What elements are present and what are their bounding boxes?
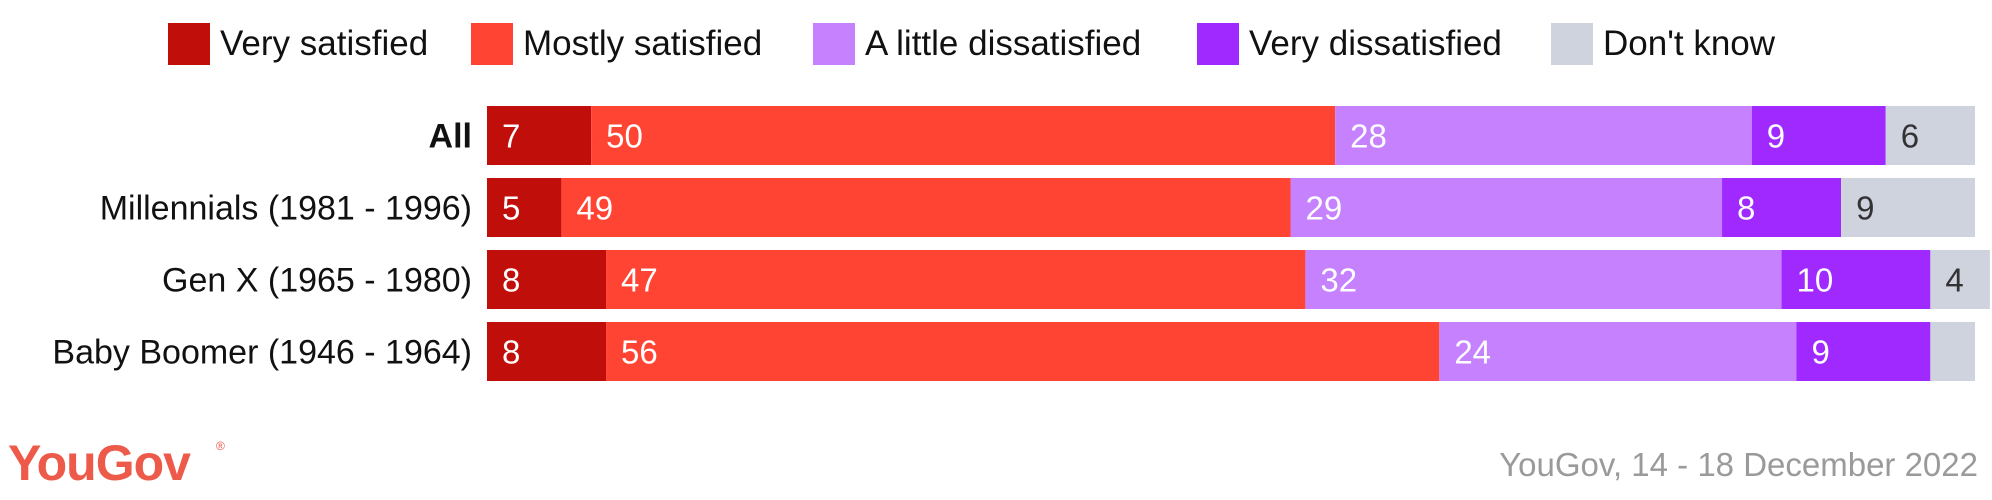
value-label-all-very-dissatisfied: 9: [1767, 118, 1785, 155]
bar-segment-millennials-1981-1996-very-satisfied: [487, 178, 562, 237]
bar-segment-baby-boomer-1946-1964-a-little-dissatisfied: [1439, 322, 1797, 381]
bar-segment-millennials-1981-1996-very-dissatisfied: [1722, 178, 1842, 237]
category-label-all: All: [429, 118, 472, 156]
source-note: YouGov, 14 - 18 December 2022: [1499, 446, 1978, 483]
value-label-all-don-t-know: 6: [1901, 118, 1919, 155]
yougov-logo-registered-mark: ®: [216, 439, 225, 453]
category-label-gen-x-1965-1980: Gen X (1965 - 1980): [162, 262, 472, 300]
bar-segment-gen-x-1965-1980-don-t-know: [1930, 250, 1990, 309]
legend: Very satisfied Mostly satisfied A little d…: [168, 23, 1776, 65]
bar-segment-gen-x-1965-1980-a-little-dissatisfied: [1305, 250, 1782, 309]
legend-swatch-very-dissatisfied: [1197, 23, 1239, 65]
value-label-gen-x-1965-1980-very-satisfied: 8: [502, 262, 520, 299]
bar-segment-millennials-1981-1996-mostly-satisfied: [561, 178, 1291, 237]
legend-label-very-satisfied: Very satisfied: [220, 24, 428, 63]
bar-segment-all-don-t-know: [1885, 106, 1975, 165]
value-label-millennials-1981-1996-very-satisfied: 5: [502, 190, 520, 227]
value-label-gen-x-1965-1980-very-dissatisfied: 10: [1797, 262, 1834, 299]
value-label-gen-x-1965-1980-a-little-dissatisfied: 32: [1320, 262, 1357, 299]
bar-segment-gen-x-1965-1980-mostly-satisfied: [606, 250, 1306, 309]
value-label-millennials-1981-1996-mostly-satisfied: 49: [576, 190, 613, 227]
bar-segment-gen-x-1965-1980-very-dissatisfied: [1781, 250, 1931, 309]
bar-segment-gen-x-1965-1980-very-satisfied: [487, 250, 607, 309]
legend-label-very-dissatisfied: Very dissatisfied: [1249, 24, 1502, 63]
value-label-gen-x-1965-1980-don-t-know: 4: [1945, 262, 1963, 299]
bar-segment-baby-boomer-1946-1964-mostly-satisfied: [606, 322, 1440, 381]
bar-segment-baby-boomer-1946-1964-don-t-know: [1930, 322, 1975, 381]
legend-label-don-t-know: Don't know: [1603, 24, 1776, 63]
footer: YouGov ® YouGov, 14 - 18 December 2022: [8, 435, 1978, 491]
bar-segment-all-very-dissatisfied: [1751, 106, 1886, 165]
bar-segment-all-very-satisfied: [487, 106, 592, 165]
legend-label-a-little-dissatisfied: A little dissatisfied: [865, 24, 1141, 63]
bar-segment-millennials-1981-1996-a-little-dissatisfied: [1290, 178, 1723, 237]
bar-segment-all-a-little-dissatisfied: [1335, 106, 1752, 165]
value-label-baby-boomer-1946-1964-very-satisfied: 8: [502, 334, 520, 371]
legend-swatch-mostly-satisfied: [471, 23, 513, 65]
category-label-millennials-1981-1996: Millennials (1981 - 1996): [100, 190, 472, 228]
bars: [487, 106, 1990, 381]
legend-swatch-a-little-dissatisfied: [813, 23, 855, 65]
category-labels: All Millennials (1981 - 1996) Gen X (1965 …: [52, 118, 472, 372]
value-label-millennials-1981-1996-a-little-dissatisfied: 29: [1306, 190, 1343, 227]
category-label-baby-boomer-1946-1964: Baby Boomer (1946 - 1964): [52, 334, 472, 372]
value-labels: 7 50 28 9 65 49 29 8 98 47 32 10 48 56 24 9: [502, 118, 1964, 371]
value-label-all-a-little-dissatisfied: 28: [1350, 118, 1387, 155]
yougov-logo: YouGov: [8, 435, 191, 491]
value-label-all-very-satisfied: 7: [502, 118, 520, 155]
bar-segment-baby-boomer-1946-1964-very-satisfied: [487, 322, 607, 381]
legend-swatch-very-satisfied: [168, 23, 210, 65]
value-label-baby-boomer-1946-1964-mostly-satisfied: 56: [621, 334, 658, 371]
legend-swatch-don-t-know: [1551, 23, 1593, 65]
value-label-gen-x-1965-1980-mostly-satisfied: 47: [621, 262, 658, 299]
value-label-baby-boomer-1946-1964-very-dissatisfied: 9: [1811, 334, 1829, 371]
bar-segment-all-mostly-satisfied: [591, 106, 1336, 165]
value-label-millennials-1981-1996-very-dissatisfied: 8: [1737, 190, 1755, 227]
bar-segment-millennials-1981-1996-don-t-know: [1841, 178, 1975, 237]
value-label-all-mostly-satisfied: 50: [606, 118, 643, 155]
value-label-baby-boomer-1946-1964-a-little-dissatisfied: 24: [1454, 334, 1491, 371]
legend-label-mostly-satisfied: Mostly satisfied: [523, 24, 762, 63]
value-label-millennials-1981-1996-don-t-know: 9: [1856, 190, 1874, 227]
bar-segment-baby-boomer-1946-1964-very-dissatisfied: [1796, 322, 1931, 381]
